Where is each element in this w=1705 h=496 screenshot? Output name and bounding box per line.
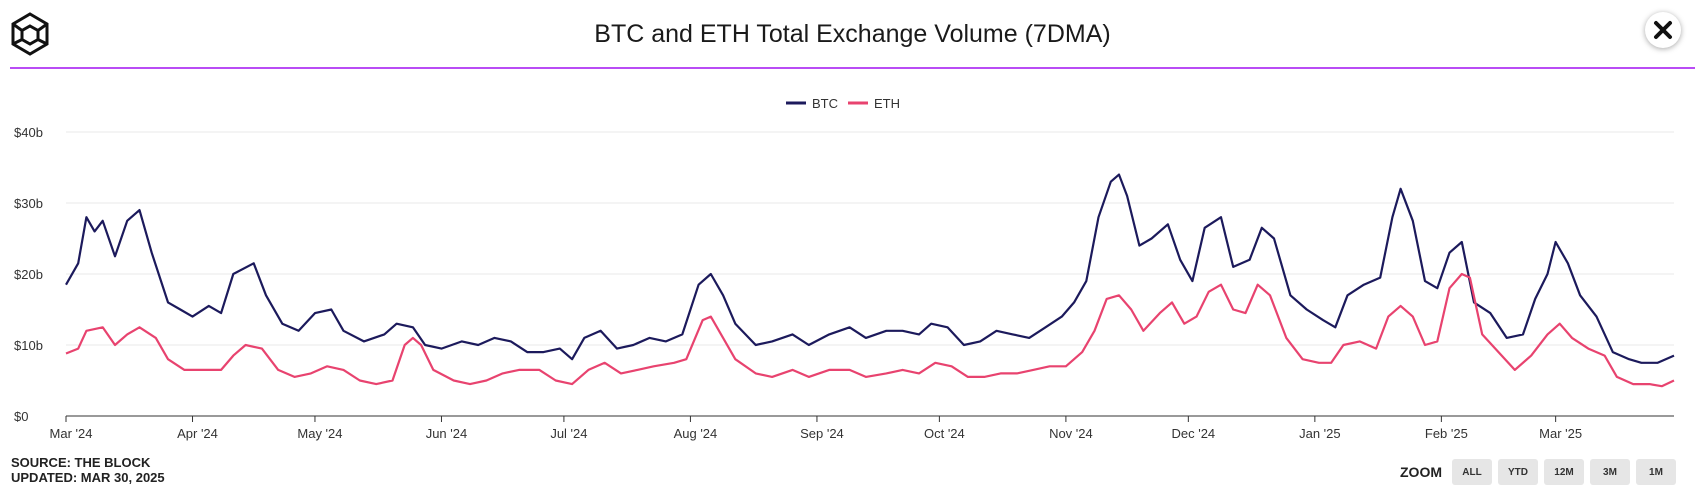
zoom-all-button[interactable]: ALL [1452, 459, 1492, 485]
line-chart: BTC ETH $0 $10b $20b $30b $40b Mar '24 Apr '24… [14, 96, 1675, 441]
x-tick-label: Apr '24 [177, 426, 218, 441]
series-lines [65, 173, 1675, 388]
header-divider [10, 67, 1695, 69]
updated-text: UPDATED: MAR 30, 2025 [11, 470, 165, 485]
x-tick-label: Mar '24 [50, 426, 93, 441]
zoom-ytd-button[interactable]: YTD [1498, 459, 1538, 485]
y-tick-label: $40b [14, 125, 43, 140]
zoom-1m-button[interactable]: 1M [1636, 459, 1676, 485]
x-tick-label: Jan '25 [1299, 426, 1341, 441]
x-tick-label: Nov '24 [1049, 426, 1093, 441]
close-button[interactable] [1645, 12, 1681, 48]
x-tick-label: May '24 [297, 426, 342, 441]
y-tick-label: $30b [14, 196, 43, 211]
zoom-label: ZOOM [1400, 464, 1442, 480]
chart-title: BTC and ETH Total Exchange Volume (7DMA) [594, 20, 1111, 48]
legend-item-btc: BTC [786, 96, 838, 111]
x-tick-label: Mar '25 [1539, 426, 1582, 441]
x-tick-label: Dec '24 [1171, 426, 1215, 441]
legend-label: ETH [874, 96, 900, 111]
the-block-logo-icon [11, 12, 49, 56]
series-line-eth [65, 272, 1675, 388]
y-tick-label: $20b [14, 267, 43, 282]
legend-label: BTC [812, 96, 838, 111]
x-tick-label: Jul '24 [550, 426, 587, 441]
chart-legend: BTC ETH [786, 96, 900, 111]
series-line-btc [65, 173, 1675, 364]
zoom-3m-button[interactable]: 3M [1590, 459, 1630, 485]
close-icon [1654, 21, 1672, 39]
chart-header: BTC and ETH Total Exchange Volume (7DMA) [0, 0, 1705, 70]
x-tick-label: Feb '25 [1425, 426, 1468, 441]
x-tick-label: Oct '24 [924, 426, 965, 441]
source-note: SOURCE: THE BLOCK UPDATED: MAR 30, 2025 [11, 455, 165, 485]
y-axis: $0 $10b $20b $30b $40b [14, 125, 43, 424]
x-axis: Mar '24 Apr '24 May '24 Jun '24 Jul '24 Aug '… [50, 416, 1582, 441]
x-tick-label: Aug '24 [674, 426, 718, 441]
zoom-12m-button[interactable]: 12M [1544, 459, 1584, 485]
legend-item-eth: ETH [848, 96, 900, 111]
x-tick-label: Sep '24 [800, 426, 844, 441]
y-tick-label: $10b [14, 338, 43, 353]
source-text: SOURCE: THE BLOCK [11, 455, 151, 470]
y-tick-label: $0 [14, 409, 28, 424]
zoom-controls: ZOOM ALL YTD 12M 3M 1M [1400, 459, 1682, 485]
x-tick-label: Jun '24 [426, 426, 468, 441]
